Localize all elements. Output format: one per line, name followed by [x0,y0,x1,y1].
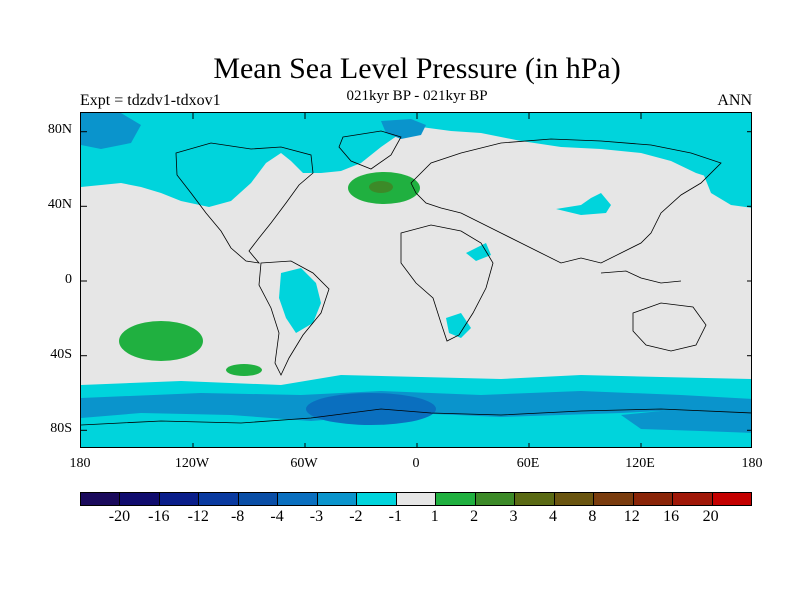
coastline-africa [400,224,494,342]
colorbar-swatch [278,493,318,505]
colorbar-label: -3 [309,508,324,525]
coastline-south-america [258,260,330,376]
contour-arabia [466,243,491,261]
contour-south-pacific-small [226,364,262,376]
colorbar-label: 16 [663,508,680,525]
colorbar-label: 2 [470,508,479,525]
colorbar-label: -1 [388,508,402,525]
colorbar-swatch [712,493,751,505]
colorbar-swatch [120,493,160,505]
lon-tick-label: 180 [741,456,763,471]
lat-tick-label: 80S [50,421,72,436]
lat-tick-label: 80N [47,122,72,137]
map-svg [81,113,751,447]
lon-tick-label: 120W [174,456,210,471]
colorbar-swatch [673,493,713,505]
lon-tick-label: 60W [290,456,318,471]
coastline-indonesia [600,270,682,284]
colorbar-swatch [357,493,397,505]
colorbar-swatch [594,493,634,505]
contour-south-pacific-green [119,321,203,361]
colorbar-label: -20 [108,508,131,525]
colorbar-swatch [515,493,555,505]
colorbar [80,492,752,506]
experiment-label: Expt = tdzdv1-tdxov1 [80,92,221,109]
colorbar-swatch [81,493,121,505]
lat-tick-label: 40S [50,347,72,362]
colorbar-label: -16 [148,508,170,525]
colorbar-label: 12 [623,508,640,525]
colorbar-swatch [317,493,358,505]
lat-tick-label: 40N [47,197,72,212]
contour-central-asia [556,193,611,215]
coastline-australia [632,302,707,352]
colorbar-label: 3 [509,508,518,525]
contour-arctic-cyan [81,113,751,207]
contour-nw-pacific [701,163,751,208]
coastline-north-america [175,142,314,264]
colorbar-label: 1 [430,508,439,525]
coastline-eurasia [410,138,722,264]
coastlines [81,130,751,426]
contour-antarctic-blue-right [621,409,751,433]
colorbar-label: 20 [702,508,719,525]
lon-tick-label: 0 [412,456,420,471]
colorbar-swatch [238,493,279,505]
coastline-greenland [338,130,402,170]
colorbar-swatch [396,493,437,505]
contour-north-atlantic-core [369,181,393,193]
chart-subtitle: 021kyr BP - 021kyr BP [346,88,488,104]
colorbar-label: -4 [270,508,284,525]
lat-tick-label: 0 [65,272,72,287]
colorbar-label: -2 [349,508,363,525]
contour-south-america [279,268,321,333]
map-plot-area [80,112,752,448]
chart-title: Mean Sea Level Pressure (in hPa) [213,52,621,85]
map-ticks [81,113,751,447]
lon-tick-label: 120E [625,456,655,471]
colorbar-swatch [159,493,200,505]
colorbar-swatch [475,493,516,505]
colorbar-label: -8 [230,508,245,525]
lon-tick-label: 60E [516,456,540,471]
contour-arctic-blue-2 [81,113,141,149]
contour-southern-africa [446,313,471,338]
colorbar-swatch [436,493,476,505]
colorbar-swatch [199,493,239,505]
colorbar-label: -12 [187,508,209,525]
season-label: ANN [717,92,752,109]
contour-weddell-sea [306,393,436,425]
colorbar-swatch [633,493,674,505]
colorbar-label: 8 [588,508,597,525]
colorbar-label: 4 [548,508,557,525]
colorbar-swatch [554,493,595,505]
contour-antarctic-cyan [81,409,751,447]
lon-tick-label: 180 [69,456,91,471]
coastline-antarctica [81,408,751,426]
